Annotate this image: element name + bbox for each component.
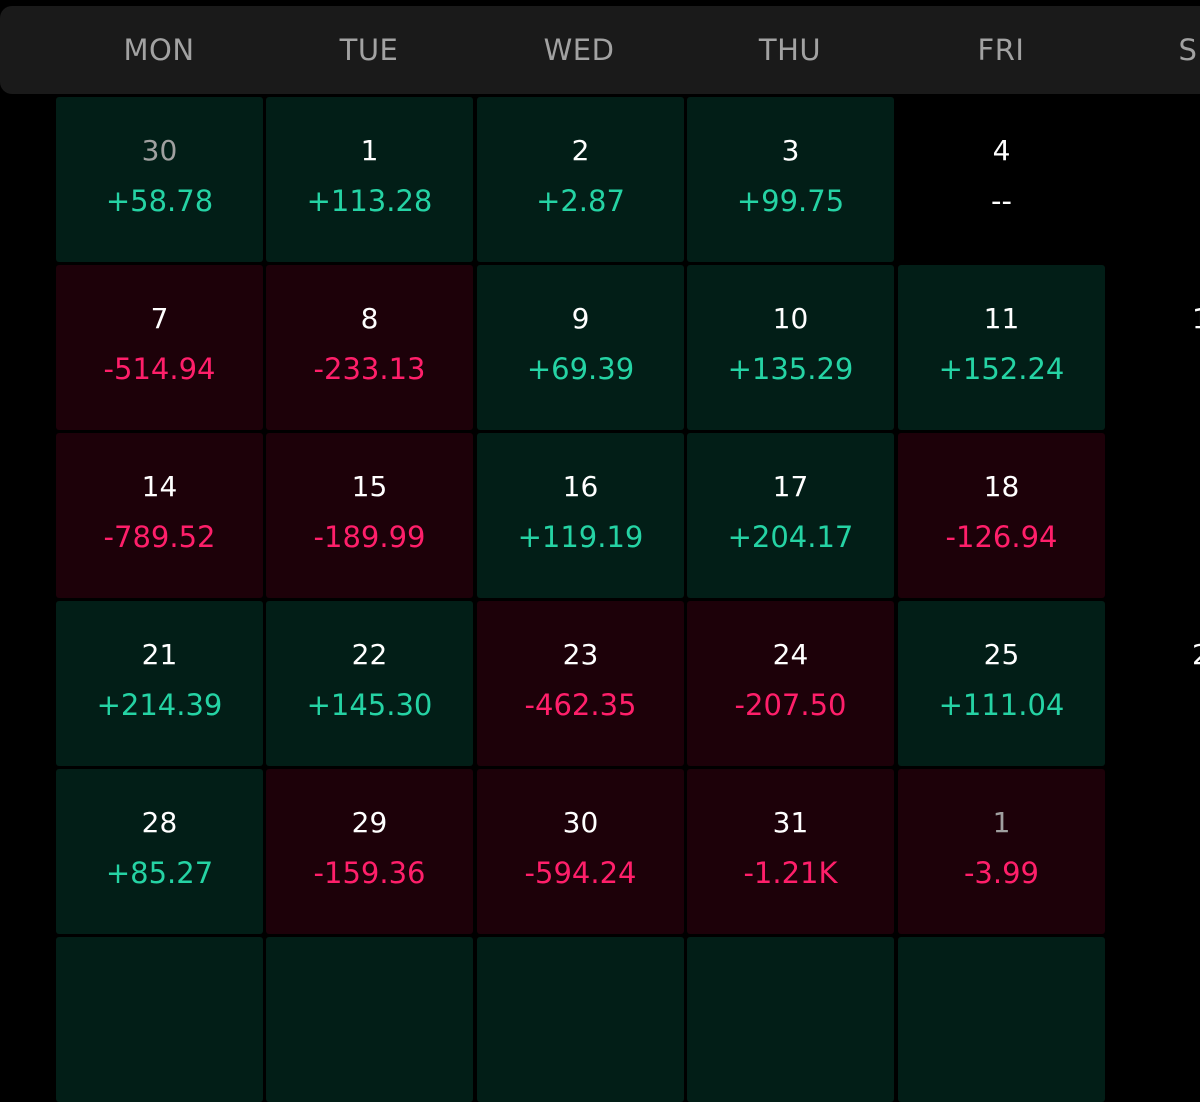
weekday-fri: FRI: [977, 33, 1025, 67]
calendar-day-cell[interactable]: 25 +111.04: [898, 601, 1105, 766]
day-number: 25: [983, 638, 1020, 671]
daily-pnl-value: -126.94: [945, 520, 1058, 554]
daily-pnl-value: -1.21K: [743, 856, 838, 890]
daily-pnl-value: +214.39: [96, 688, 223, 722]
calendar-day-cell[interactable]: 7 -514.94: [56, 265, 263, 430]
weekday-sat: S: [1178, 33, 1198, 67]
calendar-day-cell[interactable]: [56, 937, 263, 1102]
calendar-day-cell[interactable]: 31 -1.21K: [687, 769, 894, 934]
weekday-header: MON TUE WED THU FRI S: [0, 6, 1200, 94]
daily-pnl-value: -189.99: [313, 520, 426, 554]
daily-pnl-value: +152.24: [938, 352, 1065, 386]
day-number: 7: [150, 302, 169, 335]
daily-pnl-value: +119.19: [517, 520, 644, 554]
daily-pnl-value: +204.17: [727, 520, 854, 554]
daily-pnl-value: -462.35: [524, 688, 637, 722]
day-number: 24: [772, 638, 809, 671]
calendar-day-cell[interactable]: 2 +2.87: [477, 97, 684, 262]
calendar-day-cell[interactable]: 1 -3.99: [898, 769, 1105, 934]
weekday-mon: MON: [123, 33, 195, 67]
day-number: 15: [351, 470, 388, 503]
day-number: 10: [772, 302, 809, 335]
daily-pnl-value: +99.75: [736, 184, 845, 218]
day-number: 17: [772, 470, 809, 503]
calendar-day-cell[interactable]: 10 +135.29: [687, 265, 894, 430]
calendar-day-cell[interactable]: [266, 937, 473, 1102]
day-number: 3: [781, 134, 800, 167]
calendar-day-cell[interactable]: 21 +214.39: [56, 601, 263, 766]
weekday-tue: TUE: [339, 33, 399, 67]
daily-pnl-value: +85.27: [105, 856, 214, 890]
daily-pnl-value: +111.04: [938, 688, 1065, 722]
day-number: 11: [983, 302, 1020, 335]
day-number: 22: [351, 638, 388, 671]
edge-day-number: 2: [1192, 638, 1200, 672]
edge-day-number: 1: [1192, 302, 1200, 336]
daily-pnl-value: +69.39: [526, 352, 635, 386]
daily-pnl-value: -233.13: [313, 352, 426, 386]
calendar-day-cell[interactable]: 23 -462.35: [477, 601, 684, 766]
calendar-day-cell[interactable]: 30 +58.78: [56, 97, 263, 262]
day-number: 18: [983, 470, 1020, 503]
calendar-day-cell: 4 --: [898, 97, 1105, 262]
calendar-day-cell[interactable]: 24 -207.50: [687, 601, 894, 766]
daily-pnl-value: -159.36: [313, 856, 426, 890]
daily-pnl-value: -594.24: [524, 856, 637, 890]
day-number: 31: [772, 806, 809, 839]
calendar-day-cell[interactable]: [477, 937, 684, 1102]
daily-pnl-value: +113.28: [306, 184, 433, 218]
calendar-day-cell[interactable]: [898, 937, 1105, 1102]
daily-pnl-value: +58.78: [105, 184, 214, 218]
day-number: 8: [360, 302, 379, 335]
daily-pnl-value: -789.52: [103, 520, 216, 554]
daily-pnl-value: --: [991, 184, 1012, 218]
calendar-day-cell[interactable]: 30 -594.24: [477, 769, 684, 934]
calendar-day-cell[interactable]: 18 -126.94: [898, 433, 1105, 598]
day-number: 1: [992, 806, 1011, 839]
day-number: 30: [141, 134, 178, 167]
daily-pnl-value: +135.29: [727, 352, 854, 386]
calendar-day-cell[interactable]: 14 -789.52: [56, 433, 263, 598]
day-number: 14: [141, 470, 178, 503]
weekday-thu: THU: [758, 33, 822, 67]
daily-pnl-value: -514.94: [103, 352, 216, 386]
day-number: 30: [562, 806, 599, 839]
day-number: 4: [992, 134, 1011, 167]
daily-pnl-value: +145.30: [306, 688, 433, 722]
calendar-day-cell[interactable]: 9 +69.39: [477, 265, 684, 430]
calendar-day-cell[interactable]: 11 +152.24: [898, 265, 1105, 430]
calendar-day-cell[interactable]: 1 +113.28: [266, 97, 473, 262]
day-number: 1: [360, 134, 379, 167]
day-number: 23: [562, 638, 599, 671]
day-number: 28: [141, 806, 178, 839]
day-number: 9: [571, 302, 590, 335]
calendar-day-cell[interactable]: 28 +85.27: [56, 769, 263, 934]
daily-pnl-value: +2.87: [536, 184, 625, 218]
calendar-day-cell[interactable]: 3 +99.75: [687, 97, 894, 262]
calendar-day-cell[interactable]: 16 +119.19: [477, 433, 684, 598]
day-number: 29: [351, 806, 388, 839]
daily-pnl-value: -3.99: [963, 856, 1040, 890]
calendar-day-cell[interactable]: 22 +145.30: [266, 601, 473, 766]
calendar-day-cell[interactable]: 17 +204.17: [687, 433, 894, 598]
day-number: 2: [571, 134, 590, 167]
daily-pnl-value: -207.50: [734, 688, 847, 722]
weekday-wed: WED: [543, 33, 615, 67]
calendar-day-cell[interactable]: 29 -159.36: [266, 769, 473, 934]
calendar-day-cell[interactable]: 8 -233.13: [266, 265, 473, 430]
day-number: 16: [562, 470, 599, 503]
calendar-day-cell[interactable]: [687, 937, 894, 1102]
calendar-day-cell[interactable]: 15 -189.99: [266, 433, 473, 598]
day-number: 21: [141, 638, 178, 671]
